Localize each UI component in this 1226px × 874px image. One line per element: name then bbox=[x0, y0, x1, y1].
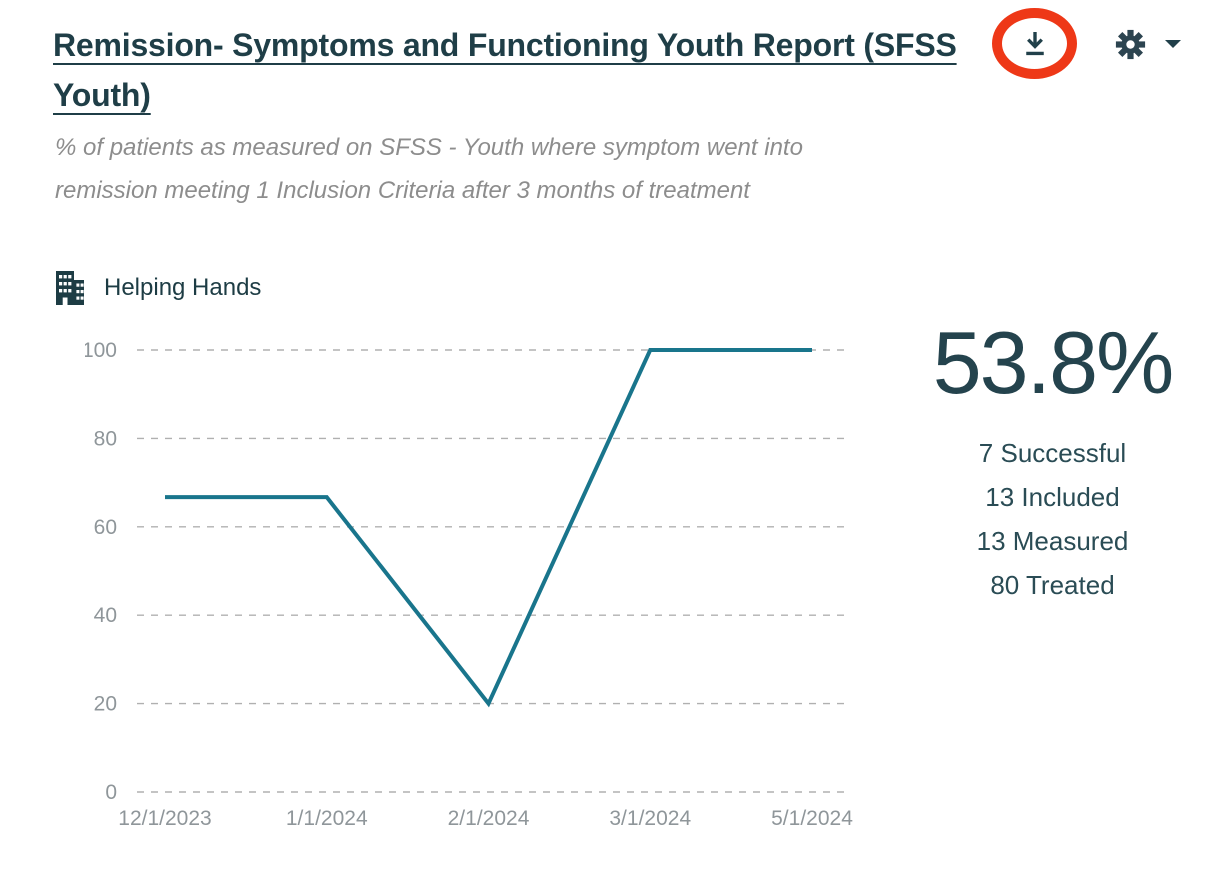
x-tick-label: 5/1/2024 bbox=[771, 807, 853, 830]
legend-item: Helping Hands bbox=[53, 270, 261, 306]
stat-treated: 80 Treated bbox=[990, 570, 1115, 601]
x-tick-label: 3/1/2024 bbox=[609, 807, 691, 830]
download-button[interactable] bbox=[1020, 28, 1050, 58]
y-tick-label: 0 bbox=[105, 781, 117, 804]
x-tick-label: 1/1/2024 bbox=[286, 807, 368, 830]
report-title[interactable]: Remission- Symptoms and Functioning Yout… bbox=[53, 27, 957, 113]
summary-panel: 53.8% 7 Successful 13 Included 13 Measur… bbox=[895, 312, 1210, 607]
y-tick-label: 20 bbox=[94, 693, 117, 716]
y-tick-label: 80 bbox=[94, 427, 117, 450]
series-line bbox=[165, 348, 812, 708]
settings-button[interactable] bbox=[1115, 29, 1146, 60]
dropdown-button[interactable] bbox=[1164, 39, 1182, 49]
stat-successful: 7 Successful bbox=[978, 438, 1127, 469]
line-chart: 0 20 40 60 80 100 12/1/2023 1/1/2024 2/1/2024 3/1… bbox=[85, 339, 853, 830]
stat-included: 13 Included bbox=[985, 482, 1120, 513]
download-icon bbox=[1026, 32, 1044, 56]
legend-label: Helping Hands bbox=[104, 274, 262, 301]
y-tick-label: 60 bbox=[94, 516, 117, 539]
stat-measured: 13 Measured bbox=[976, 526, 1129, 557]
x-tick-label: 12/1/2023 bbox=[118, 807, 211, 830]
y-tick-label: 100 bbox=[85, 339, 117, 362]
building-icon bbox=[56, 271, 84, 305]
gear-icon bbox=[1115, 29, 1146, 60]
report-subtitle: % of patients as measured on SFSS - Yout… bbox=[55, 134, 803, 204]
summary-stats: 7 Successful 13 Included 13 Measured 80 … bbox=[895, 431, 1210, 607]
chevron-down-icon bbox=[1165, 40, 1181, 48]
success-percentage: 53.8% bbox=[932, 313, 1175, 412]
x-tick-label: 2/1/2024 bbox=[448, 807, 530, 830]
y-tick-label: 40 bbox=[94, 604, 117, 627]
